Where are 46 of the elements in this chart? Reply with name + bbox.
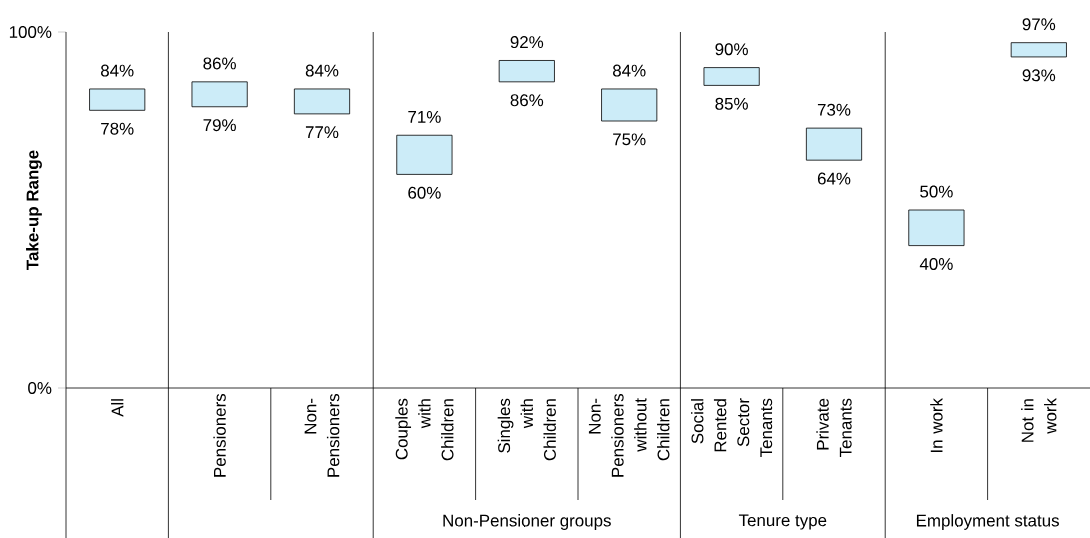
y-tick-label: 100%: [9, 26, 52, 38]
bar: [396, 134, 453, 175]
bar: [908, 209, 965, 246]
annotation: 71%: [408, 110, 441, 123]
x-tick-label: Non-Pensioners: [304, 393, 340, 477]
annotation: 84%: [613, 64, 646, 77]
annotation: 78%: [101, 122, 134, 135]
bar: [805, 127, 863, 161]
annotation: 85%: [715, 97, 748, 110]
text: Non-Pensioner groups: [443, 514, 611, 530]
bar: [1010, 42, 1067, 58]
bar: [89, 88, 146, 111]
annotation: 84%: [101, 64, 134, 77]
bar: [703, 67, 760, 86]
x-tick-label: Non-Pensioners without Children: [588, 393, 670, 477]
text: Tenure type: [738, 514, 827, 530]
x-tick-label: All: [111, 399, 124, 417]
text: Employment status: [916, 514, 1059, 530]
annotation: 73%: [817, 103, 851, 116]
annotation: 97%: [1022, 18, 1056, 31]
bar: [498, 60, 555, 83]
x-tick-label: Singles with Children: [497, 398, 556, 461]
annotation: 90%: [715, 43, 748, 56]
x-tick-label: Couples with Children: [395, 398, 454, 461]
annotation: 93%: [1022, 69, 1056, 82]
bar: [601, 88, 658, 122]
x-tick-label: Not in work: [1021, 398, 1057, 442]
annotation: 86%: [203, 57, 236, 70]
bar: [293, 88, 351, 115]
annotation: 40%: [919, 258, 953, 270]
y-tick-label: 0%: [28, 382, 52, 394]
y-axis-title: Take-up Range: [26, 150, 42, 270]
annotation: 86%: [510, 94, 544, 107]
annotation: 60%: [408, 186, 441, 199]
x-tick-label: Private Tenants: [816, 398, 852, 457]
annotation: 92%: [510, 36, 544, 49]
annotation: 77%: [305, 126, 339, 139]
annotation: 64%: [817, 172, 851, 185]
annotation: 50%: [920, 185, 953, 198]
annotation: 75%: [613, 133, 646, 146]
annotation: 84%: [305, 64, 339, 77]
x-tick-label: Pensioners: [213, 393, 226, 477]
annotation: 79%: [203, 119, 236, 132]
x-tick-label: Social Rented Sector Tenants: [691, 398, 773, 457]
bar: [191, 81, 248, 108]
x-tick-label: In work: [930, 398, 943, 453]
